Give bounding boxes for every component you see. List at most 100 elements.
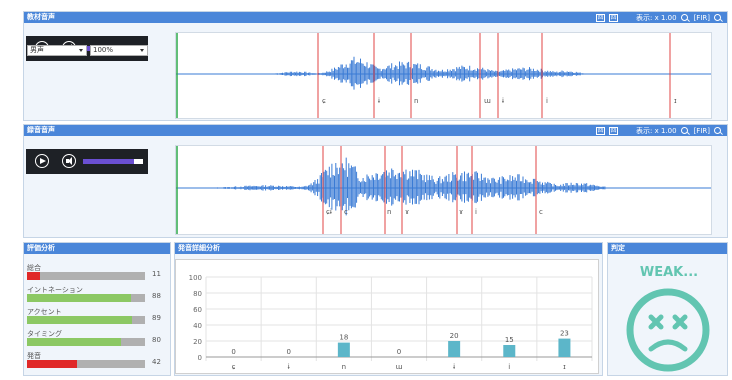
user-audio-player [26,149,148,174]
score-value: 80 [152,336,161,344]
user-zoom-label: 表示: x 1.00 [636,126,677,135]
chevron-down-icon [140,49,144,52]
score-label: アクセント [27,308,62,316]
user-volume-fill [83,159,134,164]
segment-label: ɤ [459,208,463,216]
score-bar-fill [27,294,131,302]
zoom-icon[interactable] [680,14,688,21]
score-bar [27,360,145,368]
bar [448,341,461,357]
zoom-icon[interactable] [680,127,688,134]
segment-label: ɨ [502,97,504,105]
score-bar-fill [27,272,40,280]
score-bar [27,272,145,280]
waveform-signal [210,154,606,219]
score-bar [27,338,145,346]
model-tool-button-2[interactable]: 回 [609,13,619,22]
model-fit-button[interactable]: [FIR] [693,13,710,22]
segment-label: ɪ [674,97,677,105]
score-bar [27,316,145,324]
user-waveform-canvas: ɕɨ c n ɤ ɤ i c [176,146,711,234]
score-row: アクセント 89 [27,307,162,327]
y-tick-label: 100 [189,274,202,282]
score-row: タイミング 80 [27,329,162,349]
x-tick-label: ɕ [232,363,236,371]
score-panel: 評価分析 総合 11 イントネーション 88 アクセント 89 タイミング 80 発音 42 [23,242,171,376]
bar [337,342,350,357]
user-audio-header: 録音音声 回 回 表示: x 1.00 [FIR] [24,125,727,136]
model-tool-button-1[interactable]: 回 [596,13,606,22]
user-tool-button-2[interactable]: 回 [609,126,619,135]
y-tick-label: 60 [193,306,202,314]
bar-value-label: 20 [450,332,459,340]
segment-label: ɨ [378,97,380,105]
segment-label: c [344,208,348,216]
bar-value-label: 18 [339,334,348,342]
segment-label: n [387,208,391,216]
score-row: 発音 42 [27,351,162,371]
bar [503,345,516,357]
segment-label: ɕɨ [326,208,332,216]
evaluation-panel: 判定 [607,242,728,376]
bar-value-label: 23 [560,330,569,338]
evaluation-title: 判定 [611,244,625,252]
voice-select-value: 男声 [30,46,44,54]
speed-select[interactable]: 100% [90,45,148,56]
bar [558,338,571,357]
user-waveform[interactable]: ɕɨ c n ɤ ɤ i c [175,145,712,235]
user-audio-title: 録音音声 [27,126,55,134]
x-tick-label: n [342,363,346,371]
model-audio-header: 教材音声 回 回 表示: x 1.00 [FIR] [24,12,727,23]
chevron-down-icon [79,49,83,52]
y-tick-label: 80 [193,290,202,298]
play-icon[interactable] [35,154,49,168]
bar-value-label: 15 [505,336,514,344]
score-bar [27,294,145,302]
phoneme-chart: 100 80 60 40 20 0 0 ɕ 0 ɨ 18 n 0 ɯ 20 ɨ 15 i 23 ɪ [175,259,599,374]
score-value: 88 [152,292,161,300]
voice-select[interactable]: 男声 [27,45,87,56]
y-tick-label: 40 [193,322,202,330]
segment-label: ɤ [405,208,409,216]
user-volume-slider[interactable] [83,159,143,164]
chart-header: 発音詳細分析 [175,243,602,254]
segment-label: i [475,208,477,216]
segment-label: c [539,208,543,216]
bar-value-label: 0 [286,348,290,356]
x-tick-label: ɨ [288,363,290,371]
score-value: 89 [152,314,161,322]
x-tick-label: ɪ [563,363,566,371]
score-header: 評価分析 [24,243,170,254]
score-row: 総合 11 [27,263,162,283]
segment-label: ɯ [484,97,491,105]
score-label: 発音 [27,352,41,360]
phoneme-chart-canvas: 100 80 60 40 20 0 0 ɕ 0 ɨ 18 n 0 ɯ 20 ɨ 15 i 23 ɪ [189,274,593,371]
model-audio-title: 教材音声 [27,13,55,21]
user-fit-button[interactable]: [FIR] [693,126,710,135]
score-title: 評価分析 [27,244,55,252]
sad-face-icon [626,288,710,372]
score-bar-fill [27,338,122,346]
score-bar-fill [27,316,133,324]
user-tool-button-1[interactable]: 回 [596,126,606,135]
waveform-signal [275,56,586,90]
x-tick-label: ɨ [453,363,455,371]
bar-value-label: 0 [397,348,401,356]
score-bar-fill [27,360,77,368]
y-tick-label: 0 [198,354,202,362]
evaluation-header: 判定 [608,243,727,254]
segment-label: ɕ [322,97,326,105]
score-row: イントネーション 88 [27,285,162,305]
model-audio-panel: 教材音声 回 回 表示: x 1.00 [FIR] 男声 100% ɕ ɨ n ɯ ɨ i… [23,11,728,121]
score-label: イントネーション [27,286,83,294]
volume-icon[interactable] [62,154,76,168]
score-value: 42 [152,358,161,366]
y-tick-label: 20 [193,338,202,346]
zoom-icon[interactable] [714,127,721,134]
chart-title: 発音詳細分析 [178,244,220,252]
zoom-icon[interactable] [714,14,721,21]
segment-label: n [414,97,418,105]
bar-value-label: 0 [231,348,235,356]
